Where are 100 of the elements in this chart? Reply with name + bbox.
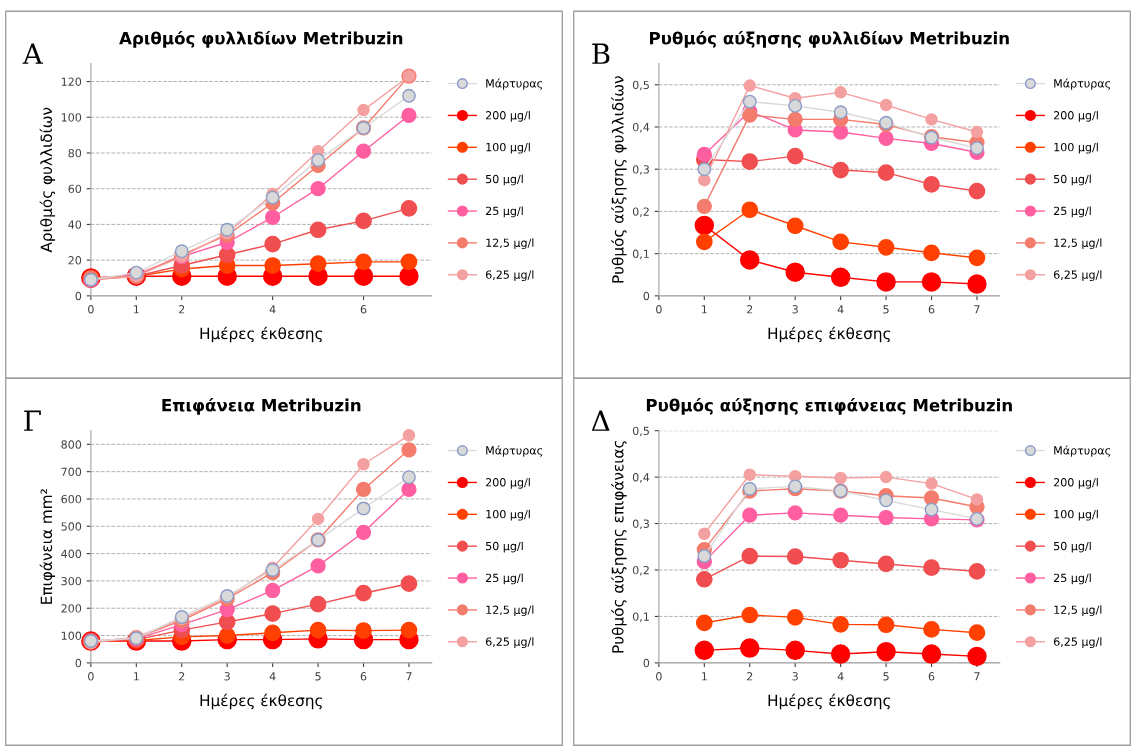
y-tick-label: 600	[61, 494, 82, 504]
x-axis-title: Ημέρες έκθεσης	[768, 693, 890, 710]
legend-label: 50 μg/l	[1054, 174, 1091, 186]
x-tick-label: 7	[974, 672, 980, 681]
x-tick-label: 6	[360, 672, 367, 681]
y-axis-title: Επιφάνεια mm²	[39, 489, 56, 604]
x-tick-label: 6	[928, 672, 935, 681]
legend-label: 12,5 μg/l	[486, 238, 534, 250]
x-tick-label: 5	[883, 305, 889, 314]
y-tick-label: 0,4	[632, 473, 650, 483]
x-tick-label: 0	[656, 672, 662, 681]
legend-label: Μάρτυρας	[1054, 445, 1111, 457]
legend-label: 200 μg/l	[1053, 110, 1098, 122]
y-tick-label: 300	[61, 576, 82, 586]
legend-label: Μάρτυρας	[1054, 78, 1111, 90]
y-tick-label: 20	[68, 256, 82, 265]
y-tick-label: 80	[68, 148, 82, 158]
x-tick-label: 4	[269, 305, 276, 314]
x-tick-label: 1	[134, 305, 139, 314]
y-axis-title: Ρυθμός αύξησης φυλλιδίων	[611, 76, 627, 283]
legend-label: 100 μg/l	[486, 509, 530, 521]
legend-label: 6,25 μg/l	[1053, 270, 1102, 281]
y-tick-label: 0,1	[632, 612, 649, 622]
legend-label: Μάρτυρας	[486, 445, 543, 457]
legend-label: 200 μg/l	[1053, 477, 1098, 489]
y-tick-label: 800	[61, 440, 82, 449]
y-axis-title: Αριθμός φυλλιδίων	[39, 107, 56, 253]
text: Γ	[24, 410, 41, 431]
y-tick-label: 0	[643, 658, 650, 668]
y-tick-label: 0,3	[632, 165, 649, 175]
x-tick-label: 4	[269, 672, 276, 681]
legend-label: 25 μg/l	[485, 573, 523, 585]
y-tick-label: 120	[61, 77, 82, 86]
y-tick-label: 40	[68, 220, 82, 229]
x-tick-label: 1	[702, 305, 707, 314]
chart-title: Ρυθμός αύξησης φυλλιδίων Metribuzin	[650, 30, 1009, 48]
legend-label: 12,5 μg/l	[1054, 238, 1102, 250]
y-tick-label: 60	[68, 184, 82, 194]
y-tick-label: 0,2	[632, 565, 649, 576]
x-tick-label: 7	[974, 305, 980, 314]
text: B	[592, 43, 610, 64]
text: Δ	[591, 410, 610, 431]
y-tick-label: 500	[61, 522, 82, 531]
x-tick-label: 5	[883, 672, 889, 681]
x-tick-label: 4	[837, 672, 844, 681]
legend-label: Μάρτυρας	[486, 78, 543, 90]
x-tick-label: 2	[179, 672, 185, 681]
text: A	[22, 43, 44, 64]
x-tick-label: 2	[747, 672, 753, 681]
legend-label: 12,5 μg/l	[1054, 605, 1102, 617]
x-tick-label: 5	[315, 672, 321, 681]
y-tick-label: 0,3	[632, 519, 649, 530]
legend-label: 200 μg/l	[485, 477, 530, 489]
x-tick-label: 2	[179, 305, 185, 314]
x-tick-label: 6	[928, 305, 935, 314]
y-tick-label: 0	[75, 658, 82, 668]
y-axis-title: Ρυθμός αύξησης επιφάνειας	[611, 441, 627, 653]
legend-label: 100 μg/l	[1054, 509, 1098, 521]
y-tick-label: 0,5	[632, 426, 649, 437]
y-tick-label: 400	[61, 549, 82, 558]
y-tick-label: 200	[61, 604, 82, 613]
y-tick-label: 0	[75, 291, 82, 301]
x-tick-label: 4	[837, 305, 844, 314]
y-tick-label: 100	[61, 631, 82, 640]
x-tick-label: 1	[134, 672, 139, 681]
x-axis-title: Ημέρες έκθεσης	[768, 326, 890, 343]
x-tick-label: 3	[792, 305, 798, 314]
x-axis-title: Ημέρες έκθεσης	[200, 326, 322, 343]
legend-label: 6,25 μg/l	[485, 270, 534, 281]
y-tick-label: 0,1	[632, 249, 649, 260]
x-axis-title: Ημέρες έκθεσης	[200, 693, 322, 710]
x-tick-label: 2	[747, 305, 753, 314]
chart-title: Επιφάνεια Metribuzin	[162, 397, 361, 415]
chart-title: Αριθμός φυλλιδίων Metribuzin	[119, 30, 403, 48]
legend-label: 100 μg/l	[486, 142, 530, 154]
y-tick-label: 0	[643, 291, 650, 301]
legend-label: 25 μg/l	[485, 206, 523, 218]
x-tick-label: 7	[406, 672, 412, 681]
x-tick-label: 0	[656, 305, 662, 314]
y-tick-label: 0,5	[632, 80, 649, 91]
y-tick-label: 0,2	[632, 207, 649, 217]
legend-label: 50 μg/l	[486, 541, 523, 553]
legend-label: 100 μg/l	[1054, 142, 1098, 154]
legend-label: 200 μg/l	[485, 110, 530, 122]
y-tick-label: 700	[61, 467, 82, 477]
legend-label: 50 μg/l	[1054, 541, 1091, 553]
chart-title: Ρυθμός αύξησης επιφάνειας Metribuzin	[646, 397, 1012, 415]
x-tick-label: 3	[792, 672, 798, 681]
y-tick-label: 0,4	[632, 122, 650, 133]
x-tick-label: 6	[360, 305, 367, 314]
x-tick-label: 3	[224, 672, 230, 681]
legend-label: 25 μg/l	[1053, 573, 1091, 585]
x-tick-label: 0	[88, 672, 94, 681]
legend-label: 12,5 μg/l	[486, 605, 534, 617]
legend-label: 50 μg/l	[486, 174, 523, 186]
legend-label: 6,25 μg/l	[485, 637, 534, 648]
x-tick-label: 0	[88, 305, 94, 314]
legend-label: 6,25 μg/l	[1053, 637, 1102, 648]
y-tick-label: 100	[61, 113, 82, 122]
x-tick-label: 1	[702, 672, 707, 681]
